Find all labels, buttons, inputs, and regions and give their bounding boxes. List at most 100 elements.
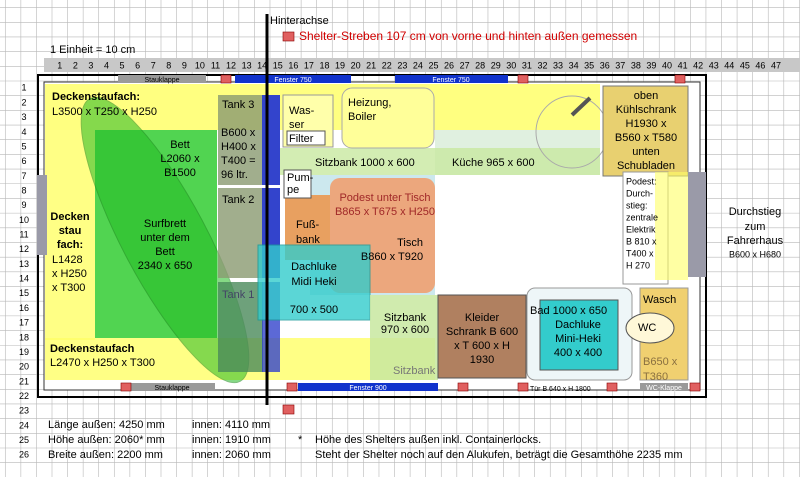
row-label: 6 [21,156,26,166]
row-label: 21 [19,376,29,386]
label: Decken [50,211,89,223]
label: Fenster 750 [274,77,311,84]
strut [286,382,298,392]
label: H 270 [626,260,650,270]
label: 1 Einheit = 10 cm [50,44,135,56]
column-label: 40 [662,60,672,70]
column-label: 42 [693,60,703,70]
label: B600 x [221,127,256,139]
label: Tür B 640 x H 1800 [530,386,591,393]
column-label: 1 [57,60,62,70]
fridge [602,85,689,177]
column-label: 19 [335,60,345,70]
column-label: 39 [646,60,656,70]
label: T360 [643,371,668,383]
row-label: 23 [19,406,29,416]
tank-1 [218,282,263,372]
label: Länge außen: 4250 mm [48,419,165,431]
label: x T 600 x H [454,340,510,352]
label: Deckenstaufach [50,343,135,355]
label: Heizung, [348,97,391,109]
wc-hatch [640,383,688,391]
label: Höhe des Shelters außen inkl. Containerl… [315,434,541,446]
column-label: 10 [195,60,205,70]
column-label: 18 [319,60,329,70]
column-label: 46 [755,60,765,70]
column-label: 5 [120,60,125,70]
column-label: 27 [460,60,470,70]
row-label: 3 [21,112,26,122]
label: Sitzbank [393,365,436,377]
label: Fenster 900 [349,385,386,392]
label: * [298,434,303,446]
pump-box [283,169,312,199]
entry-strip [655,172,688,280]
label: Dachluke [291,261,337,273]
label: fach: [57,239,83,251]
column-label: 45 [740,60,750,70]
heater-box [341,87,435,149]
column-label: 16 [288,60,298,70]
label: Kleider [465,312,500,324]
hatch-top [118,75,206,83]
tap [570,96,592,117]
label: Boiler [348,111,376,123]
column-label: 34 [569,60,579,70]
label: Schrank B 600 [446,326,518,338]
label: ser [289,119,305,131]
column-label: 11 [211,60,220,70]
strut [282,404,295,415]
label: innen: 4110 mm [192,419,270,431]
row-label: 10 [19,215,29,225]
label: Höhe außen: 2060* mm [48,434,165,446]
label: x T300 [52,282,85,294]
label: Wasch [643,294,676,306]
column-label: 23 [397,60,407,70]
column-label: 38 [631,60,641,70]
side-door [37,175,47,255]
label: pe [287,184,299,196]
column-label: 22 [382,60,392,70]
column-label: 28 [475,60,485,70]
column-label: 3 [88,60,93,70]
label: Fuß- [296,219,320,231]
label: Schubladen [617,160,675,172]
label: Bett [170,139,190,151]
label: innen: 2060 mm [192,449,271,461]
label: B1500 [164,167,196,179]
strut [457,382,469,392]
window-bottom [298,383,438,391]
label: L3500 x T250 x H250 [52,106,157,118]
column-label: 14 [257,60,267,70]
label: Tisch [397,237,423,249]
window-top-1 [235,75,351,83]
label: Sitzbank 1000 x 600 [315,157,415,169]
row-label: 2 [21,97,26,107]
label: unten [632,146,660,158]
column-label: 33 [553,60,563,70]
label: Podest unter Tisch [339,192,430,204]
label: L2060 x [160,153,200,165]
label: Was- [289,105,315,117]
label: Küche 965 x 600 [452,157,535,169]
column-label: 44 [724,60,734,70]
strut [120,382,132,392]
bench-rear [370,295,438,380]
label: Bett [155,246,175,258]
hatch-bottom [130,383,215,391]
label: Tank 1 [222,289,254,301]
label: zum [745,221,766,233]
column-label: 43 [709,60,719,70]
label: B560 x T580 [615,132,677,144]
column-label: 4 [104,60,109,70]
label: Surfbrett [144,218,186,230]
column-label: 8 [166,60,171,70]
row-label: 16 [19,303,29,313]
label: H400 x [221,141,256,153]
window-top-2 [395,75,508,83]
column-label: 41 [678,60,688,70]
column-label: 9 [182,60,187,70]
strut [606,382,618,392]
label: B865 x T675 x H250 [335,206,435,218]
row-label: 8 [21,185,26,195]
